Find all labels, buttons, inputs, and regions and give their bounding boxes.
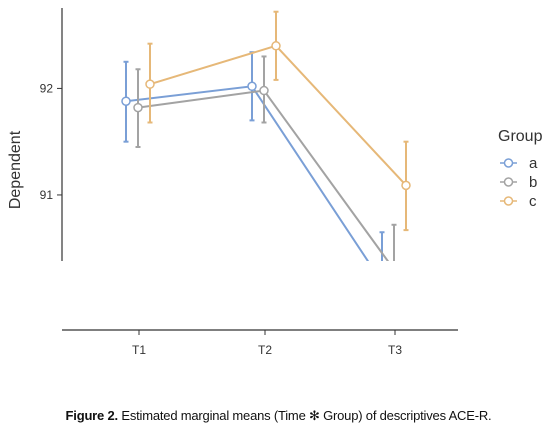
data-point [401,180,411,191]
x-tick-labels: T1 T2 T3 [132,330,402,357]
legend-key-point [503,196,514,206]
series-b [133,55,398,274]
legend-label: c [529,193,537,210]
data-point [133,102,143,113]
data-point [378,278,386,286]
series-line-c [149,44,407,187]
legend-label: a [529,155,538,172]
y-axis-title: Dependent [7,130,24,209]
caption-text: Estimated marginal means (Time ✻ Group) … [117,408,492,423]
x-tick-label: T2 [258,343,272,357]
x-tick-label: T3 [388,343,402,357]
series-line-a [125,85,370,261]
series-a [121,51,386,286]
legend-item-a: a [500,155,538,172]
data-point [271,41,281,51]
figure-caption: Figure 2. Estimated marginal means (Time… [0,408,557,424]
y-tick-label: 92 [40,81,54,95]
legend-label: b [529,174,537,191]
legend-key-point [503,177,514,187]
y-tick-label: 91 [40,188,54,202]
data-point [259,85,269,96]
data-point [145,79,155,89]
legend-item-c: c [500,193,537,210]
data-point [390,266,398,274]
data-point [247,81,257,92]
caption-label: Figure 2. [65,408,119,423]
legend-item-b: b [500,174,537,191]
legend: Group abc [498,128,543,210]
legend-title: Group [498,128,543,145]
series-c [145,10,411,232]
legend-key-point [503,158,514,168]
axes: 91 92 Dependent [7,8,458,331]
series-layer [121,10,411,286]
x-tick-label: T1 [132,343,146,357]
data-point [121,96,131,106]
